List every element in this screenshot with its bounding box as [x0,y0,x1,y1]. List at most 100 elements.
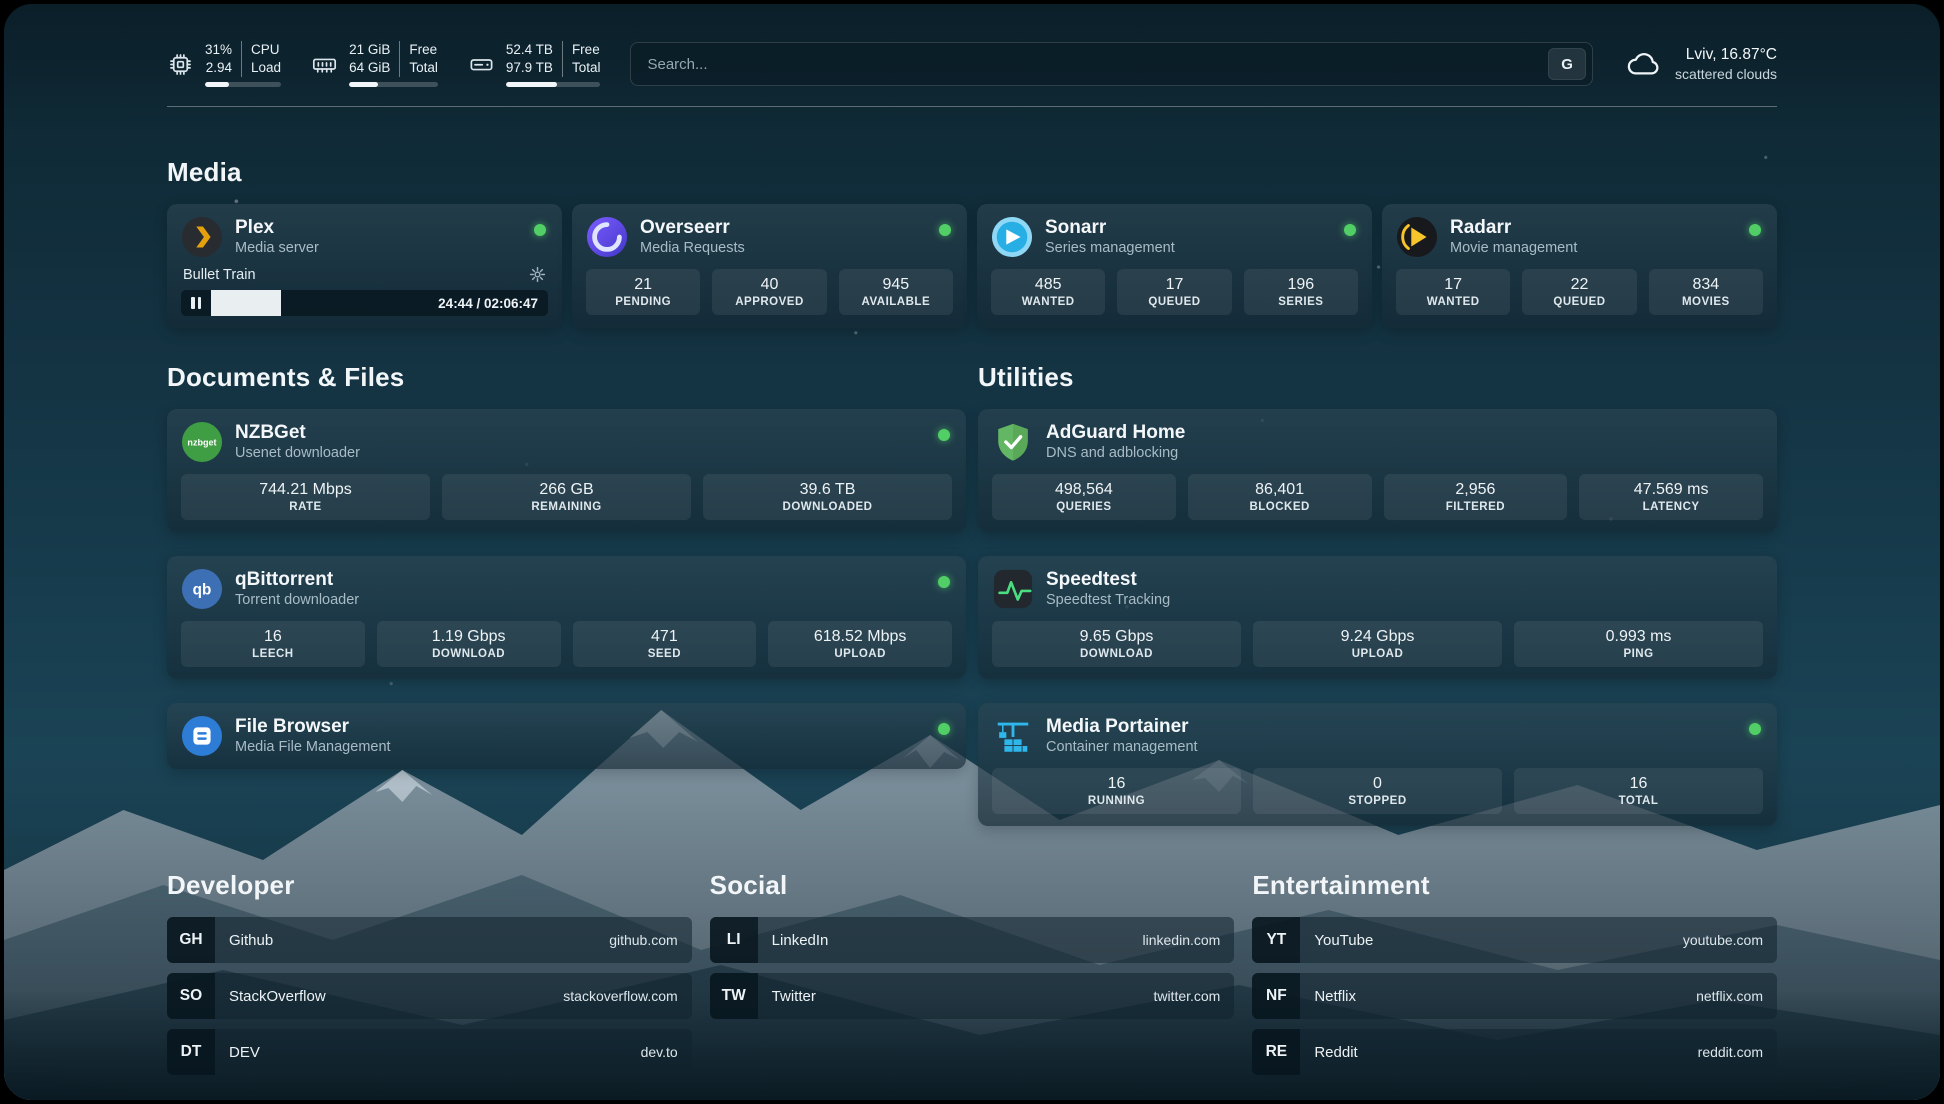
stat-label: APPROVED [735,296,804,308]
playback-progress-bar[interactable]: 24:44 / 02:06:47 [181,290,548,316]
stat-box: 86,401 BLOCKED [1187,474,1372,520]
bookmark-url: netflix.com [1696,988,1764,1004]
status-indicator [1749,224,1761,236]
app-card-filebrowser[interactable]: File Browser Media File Management [167,703,966,769]
app-description: DNS and adblocking [1046,445,1179,462]
section-title-utilities: Utilities [978,362,1074,392]
search-engine-button[interactable]: G [1548,48,1587,80]
bookmark-abbr: YT [1252,917,1301,963]
stat-value: 834 [1692,276,1720,293]
plex-icon [181,216,223,258]
bookmark-name: LinkedIn [771,931,829,949]
app-card-plex[interactable]: Plex Media server Bullet Train [167,204,562,328]
playback-progress-fill [211,290,281,316]
bookmark-reddit[interactable]: RE Reddit reddit.com [1252,1029,1778,1075]
stat-value: 485 [1034,276,1062,293]
app-name: Speedtest [1046,568,1137,590]
app-description: Torrent downloader [235,592,360,609]
bookmark-github[interactable]: GH Github github.com [167,917,692,963]
cpu-label-bottom: Load [251,60,282,75]
bookmark-name: Reddit [1314,1043,1358,1061]
bookmark-name: Netflix [1314,987,1357,1005]
bookmark-dev[interactable]: DT DEV dev.to [167,1029,692,1075]
stat-label: QUEUED [1148,296,1201,308]
app-card-overseerr[interactable]: Overseerr Media Requests 21 PENDING 40 A… [572,204,967,328]
stat-box: 498,564 QUERIES [992,474,1176,520]
radarr-icon [1396,216,1438,258]
stat-value: 498,564 [1054,481,1113,498]
stat-label: TOTAL [1618,795,1659,807]
app-description: Media server [235,240,319,257]
stat-box: 1.19 Gbps DOWNLOAD [376,621,561,667]
stat-box: 22 QUEUED [1522,269,1637,315]
adguard-icon [998,423,1028,461]
stat-value: 266 GB [539,481,594,498]
bookmark-abbr: TW [709,973,758,1019]
app-card-nzbget[interactable]: nzbget NZBGet Usenet downloader 744.21 M… [167,409,966,532]
sonarr-icon [991,216,1033,258]
stat-value: 9.65 Gbps [1079,628,1154,645]
pause-button[interactable] [181,297,211,309]
stat-box: 9.65 Gbps DOWNLOAD [992,621,1241,667]
app-card-qbittorrent[interactable]: qb qBittorrent Torrent downloader 16 LEE… [167,556,966,679]
page-content: 31% 2.94 CPU Load [4,34,1940,1100]
portainer-icon [997,722,1029,752]
stat-value: 0.993 ms [1605,628,1672,645]
weather-widget: Lviv, 16.87°C scattered clouds [1623,46,1777,82]
bookmark-abbr: GH [167,917,215,963]
gear-icon[interactable] [529,266,546,283]
svg-text:qb: qb [193,582,212,599]
status-indicator [1749,723,1761,735]
app-name: Plex [235,216,275,238]
app-card-adguard[interactable]: AdGuard Home DNS and adblocking 498,564 … [978,409,1777,532]
app-name: Overseerr [640,216,730,238]
stat-value: 945 [882,276,910,293]
bookmark-twitter[interactable]: TW Twitter twitter.com [709,973,1235,1019]
stat-label: RUNNING [1087,795,1146,807]
stat-box: 0 STOPPED [1253,768,1502,814]
cpu-stat: 31% 2.94 CPU Load [167,40,282,88]
stat-label: LEECH [252,648,294,660]
search-input[interactable] [647,55,1549,73]
stat-box: 266 GB REMAINING [442,474,691,520]
app-card-speedtest[interactable]: Speedtest Speedtest Tracking 9.65 Gbps D… [978,556,1777,679]
disk-icon [470,58,493,70]
speedtest-icon [993,569,1033,609]
bookmark-abbr: LI [709,917,758,963]
disk-free: 52.4 TB [505,41,553,57]
bookmark-netflix[interactable]: NF Netflix netflix.com [1252,973,1778,1019]
ram-label-top: Free [409,41,438,57]
bookmark-linkedin[interactable]: LI LinkedIn linkedin.com [709,917,1235,963]
bookmark-url: stackoverflow.com [563,988,678,1004]
app-name: NZBGet [235,421,306,443]
header-bar: 31% 2.94 CPU Load [167,34,1777,94]
cpu-label-top: CPU [251,41,280,57]
bookmarks-entertainment: Entertainment YT YouTube youtube.com NF … [1252,870,1778,1085]
stat-box: 21 PENDING [586,269,701,315]
utilities-column: Utilities AdGuard Home DNS and adblockin… [978,362,1777,826]
stat-box: 17 QUEUED [1117,269,1232,315]
status-indicator [938,723,950,735]
disk-total: 97.9 TB [505,60,553,75]
app-card-sonarr[interactable]: Sonarr Series management 485 WANTED 17 Q… [977,204,1372,328]
stat-box: 16 TOTAL [1514,768,1763,814]
stat-label: UPLOAD [834,648,886,660]
stat-label: SERIES [1278,296,1324,308]
stat-box: 196 SERIES [1243,269,1358,315]
bookmark-youtube[interactable]: YT YouTube youtube.com [1252,917,1778,963]
cpu-icon [170,53,191,75]
stat-value: 16 [1629,775,1648,792]
stat-box: 16 LEECH [181,621,365,667]
ram-label-bottom: Total [409,60,438,75]
bookmark-stackoverflow[interactable]: SO StackOverflow stackoverflow.com [167,973,692,1019]
stat-value: 39.6 TB [799,481,856,498]
app-card-radarr[interactable]: Radarr Movie management 17 WANTED 22 QUE… [1382,204,1777,328]
ram-stat: 21 GiB 64 GiB Free Total [311,40,438,88]
app-description: Series management [1045,240,1175,257]
cloud-icon [1627,53,1659,75]
svg-text:nzbget: nzbget [187,437,216,447]
app-card-portainer[interactable]: Media Portainer Container management 16 … [978,703,1777,826]
app-name: File Browser [235,715,350,737]
stat-value: 9.24 Gbps [1340,628,1415,645]
stat-label: LATENCY [1642,501,1700,513]
